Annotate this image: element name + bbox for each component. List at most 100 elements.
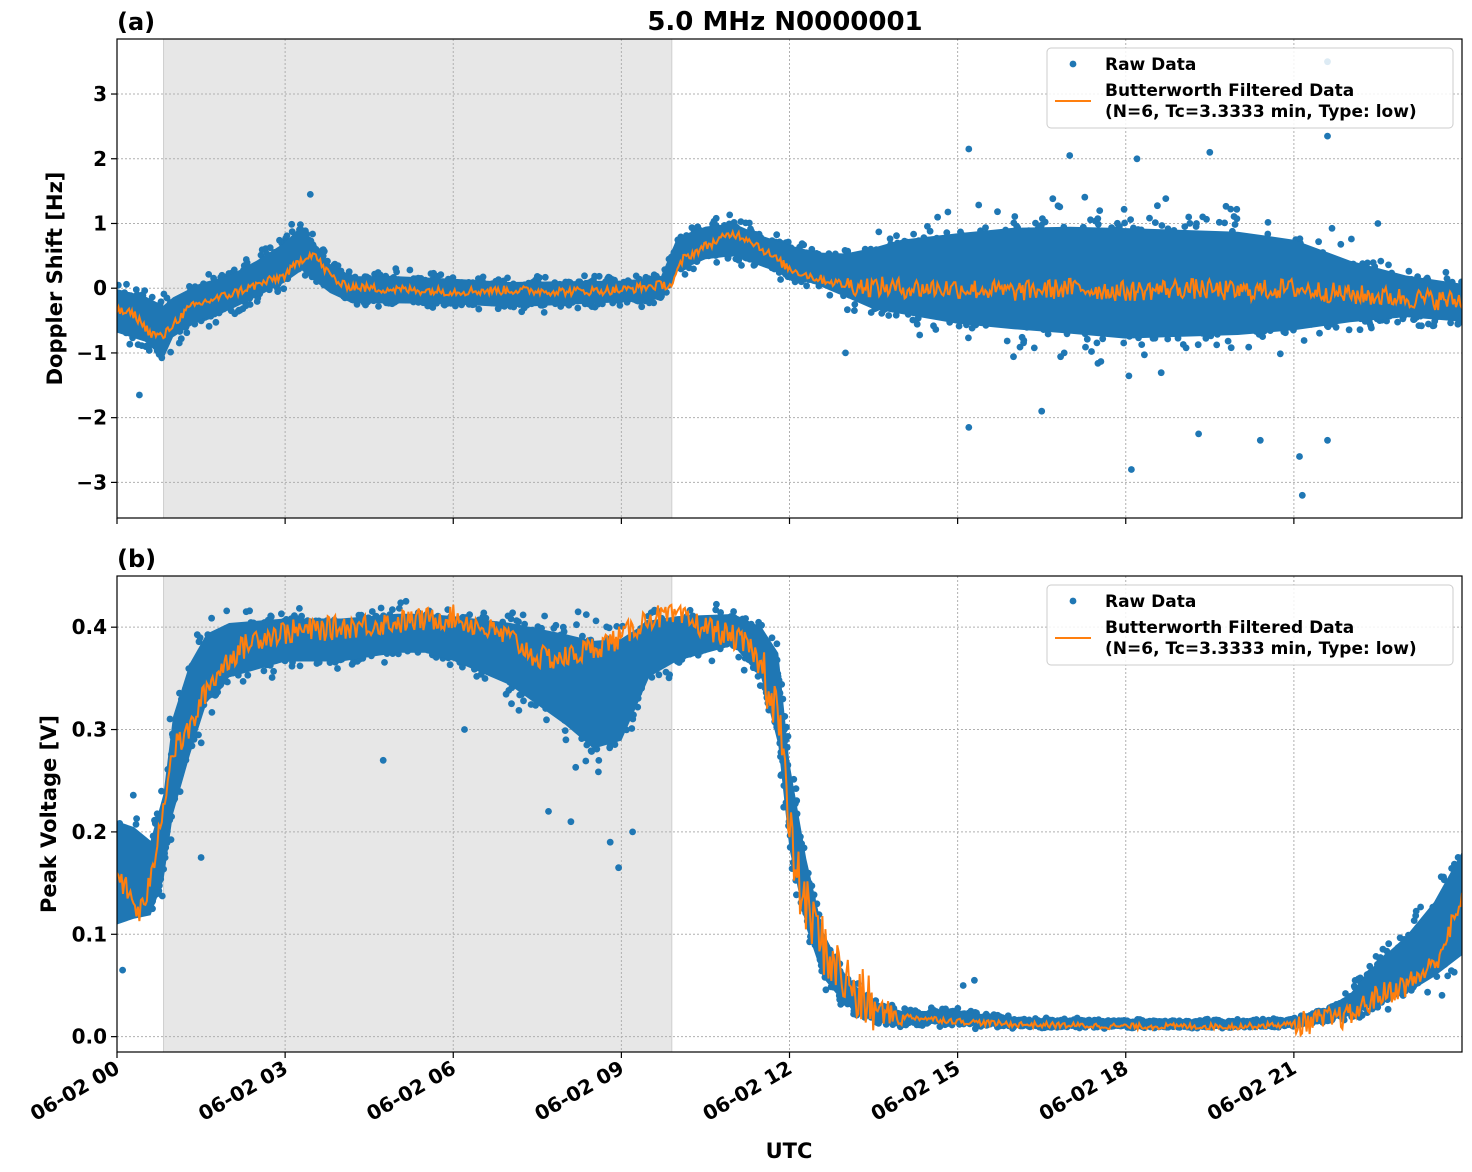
raw-data-point xyxy=(892,311,900,319)
raw-data-point xyxy=(1328,224,1336,232)
raw-data-point xyxy=(982,224,989,232)
raw-data-point xyxy=(1364,259,1371,267)
raw-data-outlier xyxy=(965,145,973,153)
raw-data-point xyxy=(1182,344,1190,352)
raw-data-point xyxy=(994,208,1001,216)
raw-data-point xyxy=(345,268,353,276)
raw-data-point xyxy=(746,219,753,227)
raw-data-outlier xyxy=(1206,148,1214,156)
raw-data-point xyxy=(246,607,254,615)
raw-data-point xyxy=(334,665,341,672)
raw-data-point xyxy=(536,274,543,281)
raw-data-point xyxy=(126,340,134,348)
raw-data-point xyxy=(280,285,288,293)
raw-data-point xyxy=(177,335,185,343)
raw-data-point xyxy=(944,208,952,216)
raw-data-point xyxy=(117,281,122,289)
raw-data-point xyxy=(1215,218,1223,226)
raw-data-point xyxy=(1096,207,1104,215)
raw-data-point xyxy=(133,815,141,822)
raw-data-point xyxy=(148,293,156,301)
y-tick-label: 3 xyxy=(93,82,107,106)
butterworth-filtered-line xyxy=(117,228,1462,340)
raw-data-point xyxy=(244,671,252,679)
raw-data-point xyxy=(1186,220,1194,227)
raw-data-point xyxy=(212,318,220,326)
raw-data-point xyxy=(1221,219,1228,227)
raw-data-point xyxy=(1041,218,1049,226)
raw-data-point xyxy=(1010,353,1017,361)
raw-data-point xyxy=(274,288,282,295)
legend-raw-marker xyxy=(1069,60,1077,68)
raw-data-point xyxy=(1447,319,1454,327)
y-axis-label: Doppler Shift [Hz] xyxy=(43,172,67,386)
raw-data-point xyxy=(955,322,963,330)
raw-data-point xyxy=(296,605,303,612)
raw-data-point xyxy=(574,304,582,312)
raw-data-point xyxy=(1120,339,1128,347)
raw-data-point xyxy=(141,287,149,295)
raw-data-point xyxy=(826,291,834,299)
raw-data-point xyxy=(479,273,487,281)
raw-data-point xyxy=(266,244,274,252)
raw-data-point xyxy=(1233,205,1241,213)
raw-data-point xyxy=(581,272,588,280)
raw-data-point xyxy=(166,715,174,723)
raw-data-point xyxy=(260,667,268,675)
raw-data-point xyxy=(541,273,549,281)
raw-data-point xyxy=(320,247,328,255)
raw-data-point xyxy=(208,709,216,716)
raw-data-point xyxy=(777,276,784,283)
raw-data-point xyxy=(132,821,140,828)
raw-data-outlier xyxy=(1195,430,1202,438)
legend-filtered-label: Butterworth Filtered Data (N=6, Tc=3.3333… xyxy=(1105,81,1417,122)
raw-data-point xyxy=(1356,326,1364,334)
raw-data-point xyxy=(844,306,851,314)
raw-data-point xyxy=(1151,219,1159,227)
raw-data-point xyxy=(1213,341,1221,349)
raw-data-point xyxy=(1337,240,1345,248)
raw-data-point xyxy=(650,299,658,307)
raw-data-point xyxy=(158,787,165,795)
raw-data-point xyxy=(1003,337,1011,345)
raw-data-point xyxy=(406,266,414,274)
raw-data-point xyxy=(1368,324,1375,332)
raw-data-outlier xyxy=(306,191,314,198)
raw-data-point xyxy=(205,271,213,278)
raw-data-outlier xyxy=(1066,152,1074,159)
panel-label: (a) xyxy=(117,8,155,36)
raw-data-point xyxy=(257,251,265,259)
raw-data-point xyxy=(1300,337,1308,344)
raw-data-point xyxy=(1194,341,1202,349)
raw-data-outlier xyxy=(1133,155,1141,163)
raw-data-point xyxy=(713,259,721,266)
raw-data-outlier xyxy=(1324,132,1331,140)
raw-data-point xyxy=(1185,213,1193,221)
raw-data-point xyxy=(334,262,342,269)
raw-data-point xyxy=(205,322,213,330)
y-tick-label: 1 xyxy=(93,211,107,235)
raw-data-point xyxy=(1032,219,1039,227)
raw-data-point xyxy=(1082,343,1089,351)
raw-data-point xyxy=(932,326,940,333)
raw-data-point xyxy=(1259,333,1266,340)
raw-data-point xyxy=(1120,205,1128,213)
raw-data-point xyxy=(1056,203,1064,211)
raw-data-point xyxy=(309,230,316,238)
raw-data-point xyxy=(1405,267,1413,275)
raw-data-point xyxy=(123,280,130,288)
raw-data-point xyxy=(1146,214,1153,222)
raw-data-outlier xyxy=(1256,436,1264,444)
panel-b-peak-voltage: 0.00.10.20.30.406-02 00 06-02 03 06-02 06 0… xyxy=(26,545,1463,1126)
raw-data-point xyxy=(1227,205,1235,213)
raw-data-point xyxy=(243,259,251,267)
raw-data-point xyxy=(393,268,400,276)
raw-data-point xyxy=(1181,223,1189,231)
raw-data-point xyxy=(1227,344,1235,352)
raw-data-point xyxy=(910,230,917,238)
raw-data-point xyxy=(965,334,972,342)
raw-data-point xyxy=(1276,350,1284,358)
